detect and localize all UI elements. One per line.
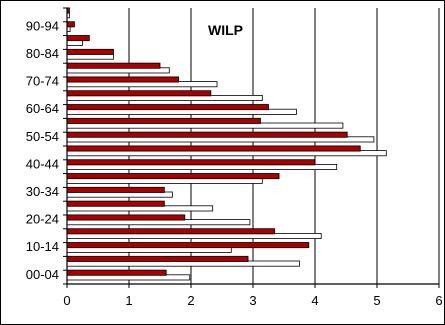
x-tick-labels: 0 1 2 3 4 5 6 — [63, 293, 442, 308]
bar-series1-75-79 — [66, 62, 161, 69]
y-tick-label: 00-04 — [26, 267, 59, 282]
bar-series1-85-89 — [66, 35, 90, 42]
bar-series1-35-39 — [66, 173, 280, 180]
y-tick-label: 80-84 — [26, 46, 59, 61]
y-tick-label: 70-74 — [26, 74, 59, 89]
bar-series1-15-19 — [66, 228, 276, 235]
bar-series1-45-49 — [66, 145, 361, 152]
chart-title: WILP — [208, 22, 243, 38]
axes — [63, 7, 440, 288]
bar-series1-05-09 — [66, 255, 249, 262]
y-tick-label: 50-54 — [26, 129, 59, 144]
bar-series1-40-44 — [66, 159, 316, 166]
y-tick-labels: 00-04 10-14 20-24 30-34 40-44 50-54 60-64 70-74… — [26, 18, 59, 281]
x-tick-label: 5 — [373, 293, 380, 308]
bar-series1-00-04 — [66, 269, 167, 276]
bar-series1-50-54 — [66, 131, 348, 138]
bar-series1-60-64 — [66, 104, 269, 111]
y-tick-label: 60-64 — [26, 101, 59, 116]
bar-series1-65-69 — [66, 90, 212, 97]
x-tick-label: 4 — [311, 293, 318, 308]
bar-series1-25-29 — [66, 200, 165, 207]
y-tick-label: 40-44 — [26, 156, 59, 171]
y-tick-label: 90-94 — [26, 18, 59, 33]
x-tick-label: 2 — [187, 293, 194, 308]
y-tick-label: 30-34 — [26, 184, 59, 199]
y-tick-label: 10-14 — [26, 239, 59, 254]
bar-series1-30-34 — [66, 186, 165, 193]
x-tick-label: 1 — [125, 293, 132, 308]
x-tick-label: 6 — [435, 293, 442, 308]
bar-series1-10-14 — [66, 242, 310, 249]
bar-series1-90-94 — [66, 21, 75, 28]
bar-series1-20-24 — [66, 214, 186, 221]
x-tick-label: 3 — [249, 293, 256, 308]
x-tick-label: 0 — [63, 293, 70, 308]
bar-series1-70-74 — [66, 76, 179, 83]
bar-series1-55-59 — [66, 117, 261, 124]
y-tick-label: 20-24 — [26, 212, 59, 227]
bar-series1-80-84 — [66, 48, 114, 55]
